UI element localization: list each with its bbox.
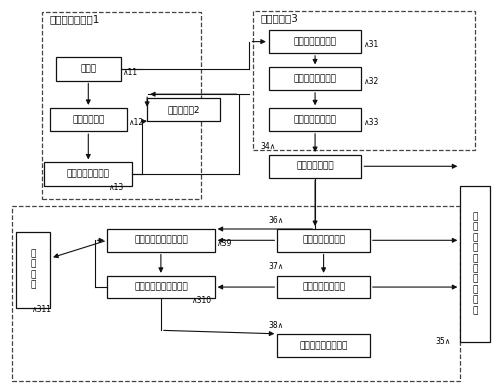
Bar bbox=[12, 206, 459, 380]
Bar bbox=[459, 186, 489, 342]
Text: 第二信号转换模块: 第二信号转换模块 bbox=[293, 37, 336, 46]
Bar bbox=[268, 67, 361, 90]
Text: ∧33: ∧33 bbox=[362, 118, 377, 127]
Bar bbox=[56, 57, 121, 81]
Text: ∧32: ∧32 bbox=[362, 77, 377, 86]
Bar bbox=[107, 276, 214, 298]
Bar bbox=[107, 229, 214, 251]
Text: 现
场
实
际
关
系
分
析
单
元: 现 场 实 际 关 系 分 析 单 元 bbox=[471, 212, 477, 315]
Text: 信噪比过滤单元: 信噪比过滤单元 bbox=[296, 162, 333, 171]
Text: 37∧: 37∧ bbox=[268, 262, 284, 271]
Text: 振动数据感应层1: 振动数据感应层1 bbox=[49, 14, 99, 24]
Text: ∧31: ∧31 bbox=[362, 40, 377, 49]
Text: 信号持续时间分析单元: 信号持续时间分析单元 bbox=[134, 283, 187, 292]
Text: 信号强度分析单元: 信号强度分析单元 bbox=[302, 283, 344, 292]
Bar bbox=[268, 108, 361, 131]
Text: ∧11: ∧11 bbox=[122, 68, 137, 77]
Text: ∧311: ∧311 bbox=[31, 305, 51, 314]
Text: 36∧: 36∧ bbox=[268, 216, 284, 225]
Text: ∧310: ∧310 bbox=[190, 296, 210, 305]
Text: ∧39: ∧39 bbox=[215, 239, 231, 248]
Bar bbox=[268, 155, 361, 178]
Text: 34∧: 34∧ bbox=[260, 142, 275, 151]
Text: 数据分析层3: 数据分析层3 bbox=[260, 13, 297, 23]
Bar bbox=[252, 11, 474, 149]
Bar bbox=[45, 162, 132, 186]
Bar bbox=[268, 30, 361, 53]
Text: 信号强度变化分析单元: 信号强度变化分析单元 bbox=[134, 236, 187, 245]
Text: 传感器: 传感器 bbox=[80, 65, 96, 74]
Bar bbox=[42, 13, 200, 199]
Text: 信号调解系统: 信号调解系统 bbox=[72, 115, 104, 124]
Bar bbox=[147, 98, 219, 122]
Text: 报
警
单
元: 报 警 单 元 bbox=[31, 249, 36, 290]
Text: 后台信息管理单元: 后台信息管理单元 bbox=[293, 74, 336, 83]
Bar bbox=[277, 276, 369, 298]
Text: 35∧: 35∧ bbox=[434, 337, 450, 346]
Text: ∧13: ∧13 bbox=[108, 183, 123, 192]
Text: ∧12: ∧12 bbox=[128, 118, 143, 127]
Text: 振动信号捕捉系统: 振动信号捕捉系统 bbox=[293, 115, 336, 124]
Bar bbox=[50, 108, 127, 131]
Bar bbox=[16, 231, 50, 307]
Text: 网络通信层2: 网络通信层2 bbox=[167, 105, 199, 114]
Text: 38∧: 38∧ bbox=[268, 321, 283, 330]
Bar bbox=[277, 334, 369, 357]
Bar bbox=[277, 229, 369, 251]
Text: 数据库样本分析单元: 数据库样本分析单元 bbox=[299, 341, 347, 350]
Text: 第一信号转换模块: 第一信号转换模块 bbox=[67, 170, 110, 179]
Text: 振动波形分析单元: 振动波形分析单元 bbox=[302, 236, 344, 245]
